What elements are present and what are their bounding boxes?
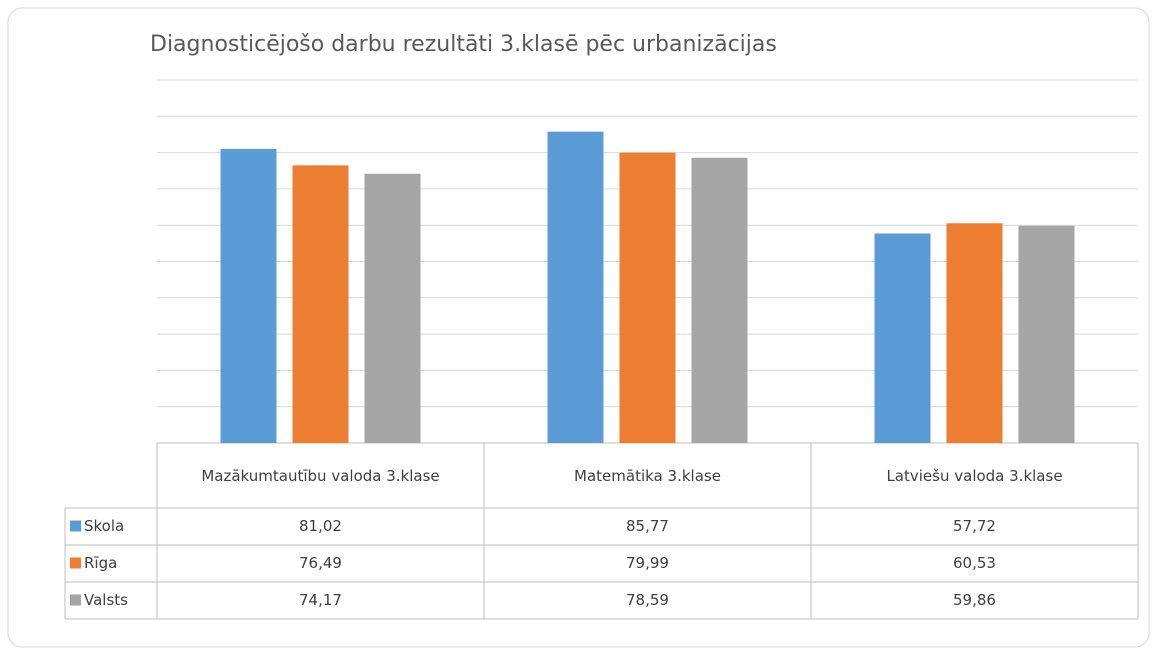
category-label: Latviešu valoda 3.klase [886,466,1063,485]
data-label: 60,53 [953,554,996,572]
data-label: 57,72 [953,517,996,535]
category-label: Matemātika 3.klase [574,466,721,485]
legend-swatch [70,594,81,606]
data-label: 79,99 [626,554,669,572]
bar [547,131,604,443]
bar [946,223,1003,443]
data-label: 59,86 [953,591,996,609]
data-label: 76,49 [299,554,342,572]
legend-swatch [70,557,81,569]
data-label: 78,59 [626,591,669,609]
bar [691,157,748,443]
bar [292,165,349,443]
legend-label: Valsts [84,591,128,609]
category-label: Mazākumtautību valoda 3.klase [201,466,440,485]
bar [1018,225,1075,443]
data-label: 81,02 [299,517,342,535]
bar [619,152,676,444]
legend-swatch [70,520,81,532]
bar [364,173,421,444]
legend-label: Rīga [84,554,117,572]
chart-title: Diagnosticējošo darbu rezultāti 3.klasē … [150,32,777,57]
bar [220,148,277,443]
data-label: 74,17 [299,591,342,609]
bar [874,233,931,443]
legend-label: Skola [84,517,124,535]
data-label: 85,77 [626,517,669,535]
